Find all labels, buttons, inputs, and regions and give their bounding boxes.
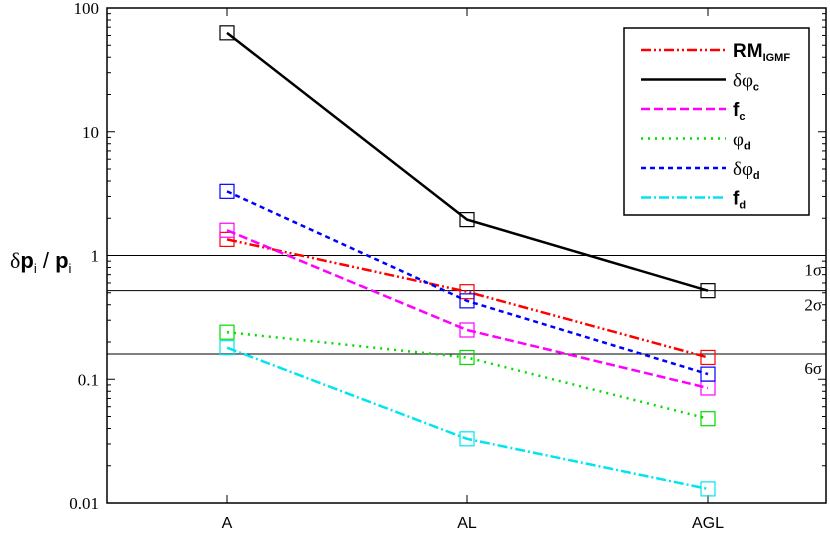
x-tick-label: AGL (692, 515, 724, 532)
data-point (219, 222, 235, 238)
data-point (219, 340, 235, 356)
series-line (226, 190, 709, 376)
series-δφc (219, 25, 716, 299)
x-tick-label: A (222, 515, 233, 532)
series-fd (219, 340, 716, 497)
y-tick-label: 0.1 (78, 370, 99, 389)
reference-line-label: 2σ (804, 296, 822, 315)
legend-label: δφc (733, 71, 759, 94)
y-axis-label: δpi / pi (10, 248, 72, 276)
data-point (700, 411, 716, 427)
series-line (226, 346, 709, 491)
legend: RMIGMF δφc fc φd δφd fd (623, 27, 810, 216)
data-point (700, 366, 716, 382)
legend-label: fc (733, 100, 745, 123)
reference-line-label: 6σ (804, 359, 822, 378)
legend-label: RMIGMF (733, 41, 790, 64)
data-point (700, 481, 716, 497)
y-tick-label: 10 (82, 123, 99, 142)
series-line (226, 31, 709, 292)
series-RMIGMF (219, 231, 716, 366)
data-point (459, 212, 475, 228)
series-fc (219, 222, 716, 396)
data-point (459, 293, 475, 309)
data-point (219, 324, 235, 340)
data-point (219, 183, 235, 199)
y-tick-label: 0.01 (69, 494, 99, 513)
y-tick-label: 100 (74, 0, 100, 18)
legend-label: φd (733, 130, 751, 153)
data-point (459, 284, 475, 300)
y-tick-label: 1 (91, 247, 100, 266)
data-point (459, 431, 475, 447)
reference-line-label: 1σ (804, 261, 822, 280)
series-line (226, 229, 709, 390)
legend-label: δφd (733, 159, 760, 182)
data-point (219, 25, 235, 41)
data-point (459, 349, 475, 366)
data-point (459, 322, 475, 338)
data-point (700, 283, 716, 299)
legend-box (623, 27, 810, 216)
data-point (700, 349, 716, 366)
series-line (226, 330, 709, 420)
legend-label: fd (733, 189, 746, 212)
series-φd (219, 324, 716, 427)
data-point (219, 231, 235, 247)
x-tick-label: AL (457, 515, 477, 532)
series-δφd (219, 183, 716, 382)
